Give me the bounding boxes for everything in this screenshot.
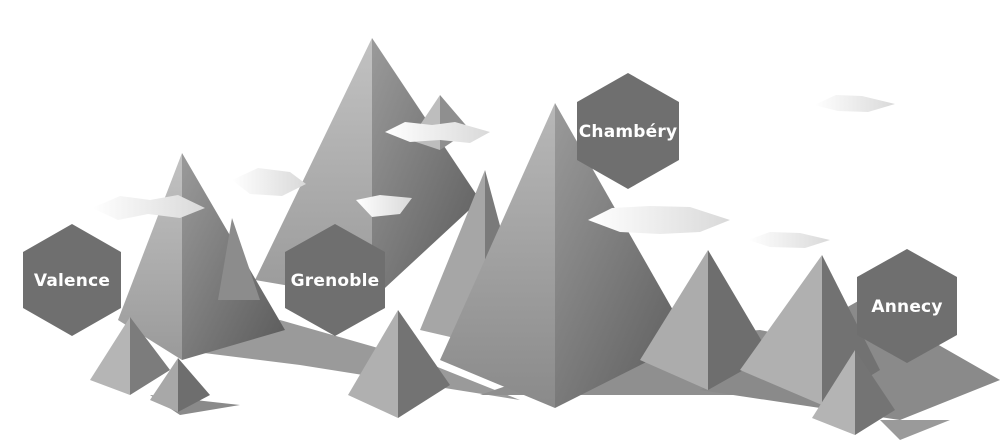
city-marker-grenoble[interactable]: Grenoble — [285, 224, 385, 336]
mountain-left — [118, 153, 285, 360]
city-marker-valence[interactable]: Valence — [23, 224, 121, 336]
pyramid-front-center — [348, 310, 450, 418]
city-label-grenoble: Grenoble — [291, 271, 380, 291]
pyramid-front-right — [812, 350, 895, 435]
pyramid-front-left-small — [150, 358, 210, 412]
pyramid-front-left — [90, 317, 170, 395]
city-label-annecy: Annecy — [871, 297, 942, 317]
city-marker-chambery[interactable]: Chambéry — [577, 73, 679, 189]
city-marker-annecy[interactable]: Annecy — [857, 249, 957, 363]
clouds — [92, 95, 895, 248]
city-label-chambery: Chambéry — [579, 122, 678, 142]
city-label-valence: Valence — [34, 271, 110, 291]
mountain-central-front — [440, 103, 690, 408]
